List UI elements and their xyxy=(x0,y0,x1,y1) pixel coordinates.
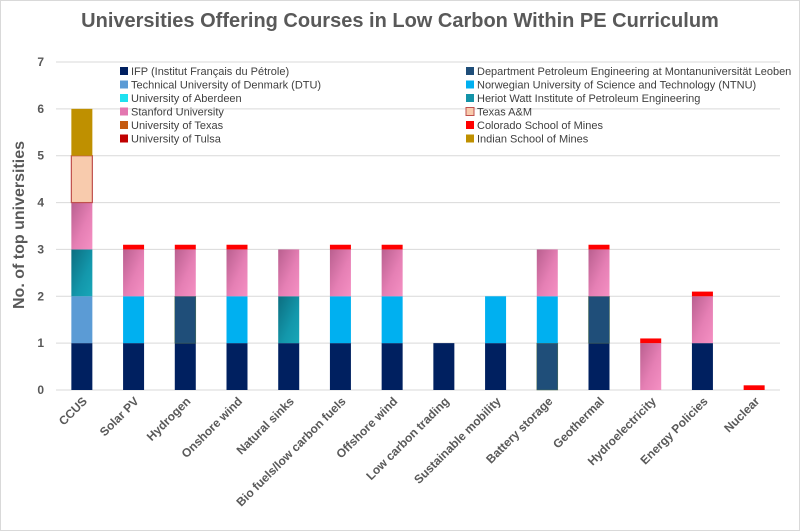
legend-label: University of Texas xyxy=(131,120,224,132)
x-tick-label: Sustainable mobility xyxy=(411,394,504,487)
bar-segment xyxy=(123,244,145,250)
bar-segment xyxy=(381,249,403,297)
x-tick-label: Nuclear xyxy=(721,394,762,435)
legend-label: Indian School of Mines xyxy=(477,134,589,146)
bar-segment xyxy=(71,343,93,390)
legend-swatch xyxy=(466,80,474,89)
bar-segment xyxy=(743,385,765,390)
bar-segment xyxy=(71,249,93,297)
gridlines xyxy=(56,61,780,391)
y-tick-label: 1 xyxy=(37,336,44,350)
legend-swatch xyxy=(465,107,475,116)
legend-label: Colorado School of Mines xyxy=(477,120,603,132)
bar-segment xyxy=(70,155,93,204)
bar-segment xyxy=(691,291,713,297)
y-tick-label: 6 xyxy=(37,102,44,116)
bar-segment xyxy=(226,249,248,297)
legend-swatch xyxy=(466,94,474,102)
bar-segment xyxy=(588,249,610,297)
bar-segment xyxy=(381,296,403,344)
bar-segment xyxy=(226,296,248,344)
bar-segment xyxy=(329,343,351,390)
bar-segment xyxy=(123,296,145,344)
x-tick-label: Hydrogen xyxy=(144,394,194,444)
bars xyxy=(70,108,765,391)
legend-label: University of Tulsa xyxy=(131,134,222,146)
bar-segment xyxy=(226,343,248,390)
bar-segment xyxy=(329,244,351,250)
y-tick-labels: 0 1 2 3 4 5 6 7 xyxy=(37,55,44,397)
legend-label: Norwegian University of Science and Tech… xyxy=(477,80,756,92)
bar-segment xyxy=(588,343,610,390)
bar-segment xyxy=(433,343,455,390)
legend-swatch xyxy=(120,80,128,89)
bar-segment xyxy=(381,343,403,390)
x-tick-label: CCUS xyxy=(56,394,90,428)
bar-segment xyxy=(640,343,662,390)
legend-label: Heriot Watt Institute of Petroleum Engin… xyxy=(477,93,700,105)
bar-segment xyxy=(485,296,507,344)
bar-segment xyxy=(174,244,196,250)
bar-segment xyxy=(536,296,558,344)
y-tick-label: 7 xyxy=(37,55,44,69)
bar-segment xyxy=(71,202,93,250)
bar-segment xyxy=(71,108,93,156)
legend-label: Stanford University xyxy=(131,107,224,119)
bar-segment xyxy=(485,343,507,390)
legend-swatch xyxy=(120,107,128,116)
y-tick-label: 3 xyxy=(37,242,44,256)
legend-swatch xyxy=(120,121,128,129)
y-tick-label: 0 xyxy=(37,383,44,397)
bar-segment xyxy=(174,343,196,390)
legend: IFP (Institut Français du Pétrole) Techni… xyxy=(120,66,791,146)
bar-segment xyxy=(278,296,300,344)
bar-segment xyxy=(691,296,713,344)
y-tick-label: 5 xyxy=(37,149,44,163)
bar-segment xyxy=(226,244,248,250)
y-axis-label: No. of top universities xyxy=(11,141,28,309)
bar-segment xyxy=(381,244,403,250)
bar-segment xyxy=(588,296,610,344)
bar-segment xyxy=(329,296,351,344)
legend-swatch xyxy=(120,67,128,75)
bar-segment xyxy=(536,342,559,391)
legend-swatch xyxy=(466,134,474,143)
legend-swatch xyxy=(120,134,128,143)
bar-segment xyxy=(278,343,300,390)
bar-segment xyxy=(174,249,196,297)
bar-segment xyxy=(278,249,300,297)
legend-swatch xyxy=(466,121,474,129)
chart-title: Universities Offering Courses in Low Car… xyxy=(81,10,719,32)
x-tick-label: Geothermal xyxy=(550,394,607,451)
bar-segment xyxy=(640,338,662,344)
legend-label: Texas A&M xyxy=(477,107,532,119)
bar-segment xyxy=(536,249,558,297)
bar-segment xyxy=(691,343,713,390)
bar-segment xyxy=(123,343,145,390)
legend-label: Technical University of Denmark (DTU) xyxy=(131,80,321,92)
x-tick-label: Bio fuels/low carbon fuels xyxy=(234,394,349,509)
bar-segment xyxy=(174,296,197,344)
legend-label: University of Aberdeen xyxy=(131,93,242,105)
bar-segment xyxy=(588,244,610,250)
bar-segment xyxy=(329,249,351,297)
y-tick-label: 2 xyxy=(37,289,44,303)
y-tick-label: 4 xyxy=(37,196,44,210)
x-tick-label: Solar PV xyxy=(97,394,142,439)
legend-swatch xyxy=(466,67,474,75)
legend-label: Department Petroleum Engineering at Mont… xyxy=(477,66,791,78)
bar-segment xyxy=(71,296,93,344)
legend-swatch xyxy=(120,94,128,102)
legend-label: IFP (Institut Français du Pétrole) xyxy=(131,66,289,78)
bar-segment xyxy=(123,249,145,297)
